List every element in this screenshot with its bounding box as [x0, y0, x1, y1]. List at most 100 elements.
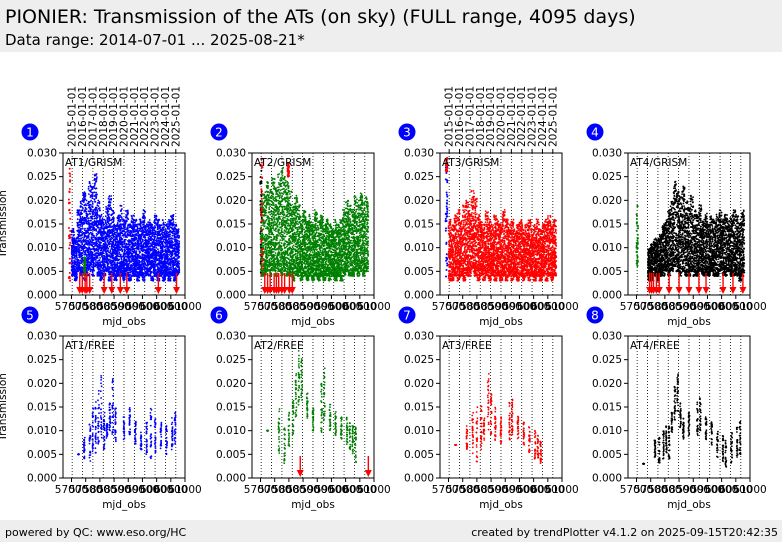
data-point — [89, 182, 91, 185]
data-point — [121, 208, 123, 210]
data-point — [102, 258, 105, 260]
data-point — [177, 237, 180, 239]
data-point — [90, 199, 92, 202]
data-point — [108, 241, 111, 244]
data-point — [71, 249, 73, 251]
data-point — [81, 227, 84, 230]
data-point — [121, 246, 124, 249]
data-point — [90, 188, 93, 191]
data-point — [154, 261, 157, 264]
data-point — [100, 233, 102, 236]
data-point — [173, 230, 175, 233]
data-point — [161, 219, 164, 222]
data-point — [139, 220, 142, 223]
data-point — [83, 253, 86, 256]
data-point — [109, 208, 111, 211]
data-point — [169, 277, 171, 280]
data-point — [173, 234, 176, 237]
data-point — [77, 247, 80, 250]
data-point — [167, 242, 170, 245]
data-point — [86, 270, 88, 273]
data-point — [121, 227, 124, 230]
data-point — [150, 260, 153, 263]
data-point — [97, 265, 100, 268]
data-point — [164, 241, 167, 244]
data-point — [147, 228, 149, 231]
data-point — [89, 270, 92, 273]
data-point — [77, 212, 80, 215]
data-point — [73, 273, 76, 276]
data-point — [164, 229, 167, 231]
data-point — [162, 239, 165, 241]
data-point — [140, 230, 142, 233]
data-point — [153, 266, 156, 269]
data-point — [100, 223, 103, 226]
data-point — [117, 225, 120, 228]
data-point — [81, 225, 83, 228]
data-point — [105, 259, 108, 262]
data-point — [170, 266, 173, 269]
data-point — [144, 228, 147, 231]
data-point — [102, 240, 105, 243]
data-point — [79, 259, 82, 262]
data-point — [168, 226, 171, 228]
data-point — [91, 197, 94, 200]
data-point — [125, 220, 128, 223]
data-point — [93, 195, 96, 198]
data-point — [120, 253, 122, 256]
data-point — [105, 237, 108, 240]
data-point — [109, 275, 112, 278]
data-point — [142, 246, 145, 249]
data-point — [122, 259, 125, 262]
data-point — [171, 258, 173, 261]
data-point — [99, 230, 102, 233]
data-point — [128, 253, 131, 256]
data-point — [73, 263, 76, 265]
data-point — [173, 243, 176, 246]
data-point — [175, 232, 178, 235]
data-point — [145, 246, 147, 249]
data-point — [151, 226, 154, 229]
data-point — [71, 270, 74, 272]
data-point — [89, 251, 92, 254]
data-point — [118, 253, 121, 255]
data-point — [154, 253, 157, 256]
data-point — [116, 248, 119, 251]
data-point — [178, 268, 181, 271]
data-point — [109, 198, 111, 201]
data-point — [108, 268, 110, 271]
data-point — [153, 239, 156, 241]
data-point — [119, 223, 121, 226]
data-point — [121, 263, 123, 265]
data-point — [143, 279, 146, 282]
data-point — [168, 262, 171, 265]
data-point — [89, 229, 91, 232]
data-point — [131, 259, 134, 261]
secondary-point — [69, 241, 72, 244]
data-point — [95, 259, 97, 261]
data-point — [167, 258, 170, 261]
data-point — [106, 233, 108, 236]
data-point — [154, 218, 156, 221]
data-point — [93, 220, 96, 222]
data-point — [103, 248, 105, 251]
data-point — [92, 213, 95, 216]
data-point — [83, 204, 86, 207]
data-point — [70, 244, 73, 247]
data-point — [96, 273, 99, 275]
data-point — [140, 242, 143, 245]
data-point — [117, 214, 120, 217]
data-point — [100, 275, 103, 277]
data-point — [119, 234, 122, 237]
data-point — [172, 261, 175, 264]
data-point — [123, 264, 125, 267]
data-point — [107, 263, 110, 265]
data-point — [102, 223, 105, 226]
data-point — [128, 279, 131, 281]
data-point — [120, 209, 122, 212]
secondary-point — [69, 175, 72, 178]
data-point — [95, 187, 98, 190]
data-point — [147, 243, 150, 245]
data-point — [87, 263, 89, 266]
data-point — [162, 221, 165, 224]
